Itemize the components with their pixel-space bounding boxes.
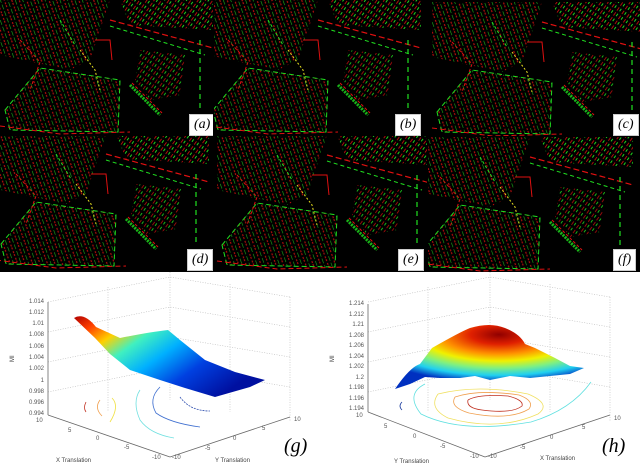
panel-label-f: (f) — [613, 249, 637, 271]
plot-label-g: (g) — [284, 435, 308, 457]
tick-label: 1.196 — [349, 396, 365, 402]
edge-panel-d: (d) — [0, 136, 213, 272]
tick-label: 5 — [384, 424, 388, 430]
edge-image-grid: (a) (b) (c) (d) (e) (f) — [0, 0, 640, 272]
edge-panel-a: (a) — [0, 0, 213, 136]
tick-label: -5 — [440, 444, 446, 450]
tick-label: 1.202 — [349, 364, 365, 370]
edge-image-f — [428, 136, 640, 272]
tick-label: 10 — [294, 417, 301, 423]
tick-label: 5 — [582, 425, 586, 431]
tick-label: 0 — [233, 436, 237, 442]
tick-label: 10 — [614, 416, 621, 422]
tick-label: 1.198 — [349, 385, 365, 391]
edge-image-c — [428, 0, 640, 136]
z-axis-label-h: MI — [330, 355, 336, 362]
tick-label: 10 — [36, 418, 43, 424]
tick-label: 1.2 — [356, 375, 365, 381]
panel-label-c: (c) — [613, 114, 639, 136]
x-axis-label-h: X Translation — [540, 456, 575, 462]
x-axis-label-g: X Translation — [56, 458, 91, 464]
edge-image-d — [0, 136, 213, 272]
tick-label: 1.014 — [29, 299, 45, 305]
panel-label-e: (e) — [398, 249, 424, 271]
tick-label: 0 — [550, 435, 554, 441]
tick-label: 1 — [41, 378, 45, 384]
tick-label: 1.01 — [32, 321, 44, 327]
tick-label: 10 — [356, 413, 363, 419]
tick-label: 0.996 — [29, 400, 45, 406]
y-axis-label-h: Y Translation — [394, 459, 429, 465]
tick-label: 1.212 — [349, 312, 365, 318]
surface-plot-g: 1.014 1.012 1.01 1.008 1.006 1.004 1.002… — [0, 272, 320, 465]
tick-label: -5 — [205, 446, 211, 452]
edge-panel-e: (e) — [214, 136, 427, 272]
tick-label: 1.004 — [29, 355, 45, 361]
tick-label: 1.012 — [29, 310, 45, 316]
tick-label: 1.002 — [29, 366, 45, 372]
y-axis-label-g: Y Translation — [215, 458, 250, 464]
tick-label: 0 — [96, 436, 100, 442]
tick-label: 5 — [68, 428, 72, 434]
tick-label: 1.006 — [29, 344, 45, 350]
tick-label: 1.206 — [349, 343, 365, 349]
surface-g — [74, 316, 265, 397]
tick-label: 0.994 — [29, 411, 45, 417]
surface-plot-g-canvas: 1.014 1.012 1.01 1.008 1.006 1.004 1.002… — [10, 272, 301, 464]
tick-label: 5 — [262, 426, 266, 432]
tick-label: -10 — [488, 454, 497, 460]
panel-label-d: (d) — [187, 249, 213, 271]
tick-label: -10 — [152, 455, 161, 461]
tick-label: -5 — [124, 445, 130, 451]
edge-panel-b: (b) — [214, 0, 427, 136]
tick-label: -5 — [520, 445, 526, 451]
edge-image-a — [0, 0, 213, 136]
panel-label-b: (b) — [395, 114, 422, 136]
tick-label: 1.214 — [349, 301, 365, 307]
panel-label-a: (a) — [189, 114, 213, 136]
surface-plot-h-canvas: 1.214 1.212 1.21 1.208 1.206 1.204 1.202… — [330, 272, 621, 465]
plot-label-h: (h) — [602, 435, 626, 457]
tick-label: 0 — [413, 434, 417, 440]
edge-panel-c: (c) — [428, 0, 640, 136]
edge-panel-f: (f) — [428, 136, 640, 272]
tick-label: -10 — [172, 455, 181, 461]
z-axis-label-g: MI — [10, 355, 16, 362]
tick-label: 1.208 — [349, 333, 365, 339]
tick-label: -10 — [470, 454, 479, 460]
tick-label: 1.204 — [349, 354, 365, 360]
tick-label: 1.194 — [349, 406, 365, 412]
tick-label: 0.998 — [29, 389, 45, 395]
surface-plot-h: 1.214 1.212 1.21 1.208 1.206 1.204 1.202… — [320, 272, 640, 465]
edge-image-e — [214, 136, 427, 272]
tick-label: 1.21 — [352, 322, 364, 328]
tick-label: 1.008 — [29, 332, 45, 338]
surface-h — [395, 325, 584, 389]
